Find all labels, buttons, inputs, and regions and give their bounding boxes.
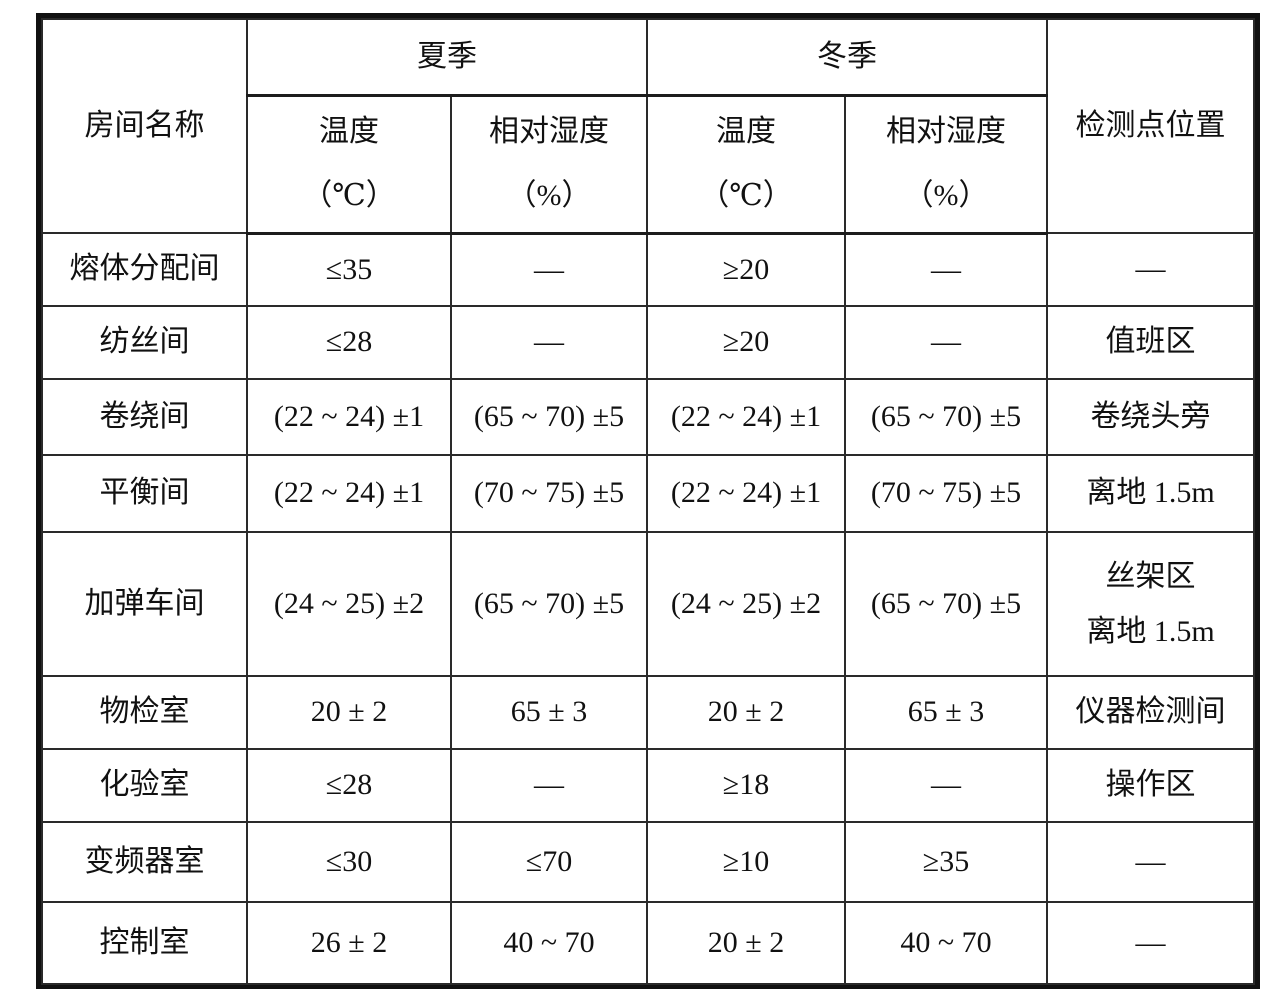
humidity-label: 相对湿度 (886, 114, 1006, 148)
header-location: 检测点位置 (1046, 18, 1255, 234)
table-row: 纺丝间 ≤28— ≥20— 值班区 (41, 305, 1255, 380)
cell-winter-rh: 65 ± 3 (844, 675, 1048, 750)
cell-winter-rh: (70 ~ 75) ±5 (844, 454, 1048, 533)
cell-room: 物检室 (41, 675, 248, 750)
cell-location: — (1046, 821, 1255, 903)
cell-summer-rh: 40 ~ 70 (450, 901, 648, 985)
cell-location: 丝架区离地 1.5m (1046, 531, 1255, 677)
cell-winter-temp: 20 ± 2 (646, 901, 846, 985)
conditions-table: 房间名称 夏季 冬季 检测点位置 温度 （℃） 相对湿度 （%） (41, 18, 1255, 985)
cell-room: 化验室 (41, 748, 248, 823)
cell-winter-temp: ≥18 (646, 748, 846, 823)
table-row: 控制室 26 ± 2 40 ~ 70 20 ± 2 40 ~ 70— (41, 901, 1255, 985)
cell-room: 控制室 (41, 901, 248, 985)
cell-winter-temp: (22 ~ 24) ±1 (646, 454, 846, 533)
cell-location: 仪器检测间 (1046, 675, 1255, 750)
table-row: 熔体分配间 ≤35— ≥20— — (41, 232, 1255, 307)
cell-winter-rh: (65 ~ 70) ±5 (844, 531, 1048, 677)
header-winter-humidity: 相对湿度 （%） (844, 94, 1048, 235)
room-conditions-table: 房间名称 夏季 冬季 检测点位置 温度 （℃） 相对湿度 （%） (36, 13, 1260, 989)
cell-summer-rh: ≤70 (450, 821, 648, 903)
header-room-name: 房间名称 (41, 18, 248, 234)
temp-unit: （℃） (302, 179, 396, 212)
cell-winter-temp: ≥20 (646, 232, 846, 307)
header-summer: 夏季 (246, 18, 648, 97)
cell-location: — (1046, 232, 1255, 307)
cell-summer-temp: 26 ± 2 (246, 901, 452, 985)
humidity-label: 相对湿度 (489, 114, 609, 148)
cell-summer-temp: (22 ~ 24) ±1 (246, 454, 452, 533)
cell-location: 操作区 (1046, 748, 1255, 823)
cell-summer-temp: ≤35 (246, 232, 452, 307)
table-row: 加弹车间 (24 ~ 25) ±2 (65 ~ 70) ±5 (24 ~ 25) ±2… (41, 531, 1255, 677)
cell-room: 熔体分配间 (41, 232, 248, 307)
cell-room: 卷绕间 (41, 378, 248, 456)
cell-winter-rh: ≥35 (844, 821, 1048, 903)
cell-location: 卷绕头旁 (1046, 378, 1255, 456)
cell-location: 值班区 (1046, 305, 1255, 380)
table-body: 熔体分配间 ≤35— ≥20— — 纺丝间 ≤28— ≥20— 值班区 卷绕间 (22 ~ 24)… (41, 232, 1255, 985)
cell-summer-temp: ≤28 (246, 748, 452, 823)
cell-room: 加弹车间 (41, 531, 248, 677)
header-summer-humidity: 相对湿度 （%） (450, 94, 648, 235)
cell-summer-temp: (22 ~ 24) ±1 (246, 378, 452, 456)
temp-label: 温度 (319, 114, 379, 148)
temp-label: 温度 (716, 114, 776, 148)
cell-summer-temp: ≤30 (246, 821, 452, 903)
cell-winter-rh: — (844, 748, 1048, 823)
cell-summer-rh: (70 ~ 75) ±5 (450, 454, 648, 533)
cell-summer-temp: (24 ~ 25) ±2 (246, 531, 452, 677)
cell-winter-temp: ≥20 (646, 305, 846, 380)
cell-summer-rh: 65 ± 3 (450, 675, 648, 750)
cell-location: 离地 1.5m (1046, 454, 1255, 533)
cell-summer-temp: 20 ± 2 (246, 675, 452, 750)
cell-summer-rh: — (450, 305, 648, 380)
cell-summer-temp: ≤28 (246, 305, 452, 380)
cell-room: 变频器室 (41, 821, 248, 903)
cell-winter-rh: — (844, 305, 1048, 380)
cell-summer-rh: — (450, 748, 648, 823)
cell-winter-temp: (22 ~ 24) ±1 (646, 378, 846, 456)
cell-summer-rh: (65 ~ 70) ±5 (450, 378, 648, 456)
header-winter-temp: 温度 （℃） (646, 94, 846, 235)
header-winter: 冬季 (646, 18, 1048, 97)
cell-winter-rh: — (844, 232, 1048, 307)
humidity-unit: （%） (903, 179, 989, 212)
table-row: 化验室 ≤28— ≥18— 操作区 (41, 748, 1255, 823)
temp-label-group: 温度 （℃） (650, 115, 842, 214)
temp-label-group: 温度 （℃） (250, 115, 448, 214)
table-row: 物检室 20 ± 2 65 ± 3 20 ± 2 65 ± 3 仪器检测间 (41, 675, 1255, 750)
cell-location: — (1046, 901, 1255, 985)
table-row: 变频器室 ≤30 ≤70 ≥10 ≥35— (41, 821, 1255, 903)
cell-winter-temp: (24 ~ 25) ±2 (646, 531, 846, 677)
cell-winter-temp: ≥10 (646, 821, 846, 903)
cell-room: 平衡间 (41, 454, 248, 533)
cell-winter-rh: (65 ~ 70) ±5 (844, 378, 1048, 456)
humidity-label-group: 相对湿度 （%） (454, 115, 644, 214)
cell-winter-rh: 40 ~ 70 (844, 901, 1048, 985)
cell-summer-rh: — (450, 232, 648, 307)
cell-summer-rh: (65 ~ 70) ±5 (450, 531, 648, 677)
header-season-row: 房间名称 夏季 冬季 检测点位置 (41, 18, 1255, 234)
table-header: 房间名称 夏季 冬季 检测点位置 温度 （℃） 相对湿度 （%） (41, 18, 1255, 235)
table-row: 卷绕间 (22 ~ 24) ±1 (65 ~ 70) ±5 (22 ~ 24) ±1(… (41, 378, 1255, 456)
header-unit-row: 温度 （℃） 相对湿度 （%） 温度 （℃） (42, 94, 1254, 235)
header-summer-temp: 温度 （℃） (246, 94, 452, 235)
cell-line: 离地 1.5m (1086, 615, 1215, 648)
humidity-label-group: 相对湿度 （%） (848, 115, 1044, 214)
humidity-unit: （%） (506, 179, 592, 212)
cell-room: 纺丝间 (41, 305, 248, 380)
temp-unit: （℃） (699, 179, 793, 212)
cell-line: 丝架区 (1105, 559, 1196, 593)
cell-winter-temp: 20 ± 2 (646, 675, 846, 750)
table-row: 平衡间 (22 ~ 24) ±1 (70 ~ 75) ±5 (22 ~ 24) ±1(… (41, 454, 1255, 533)
